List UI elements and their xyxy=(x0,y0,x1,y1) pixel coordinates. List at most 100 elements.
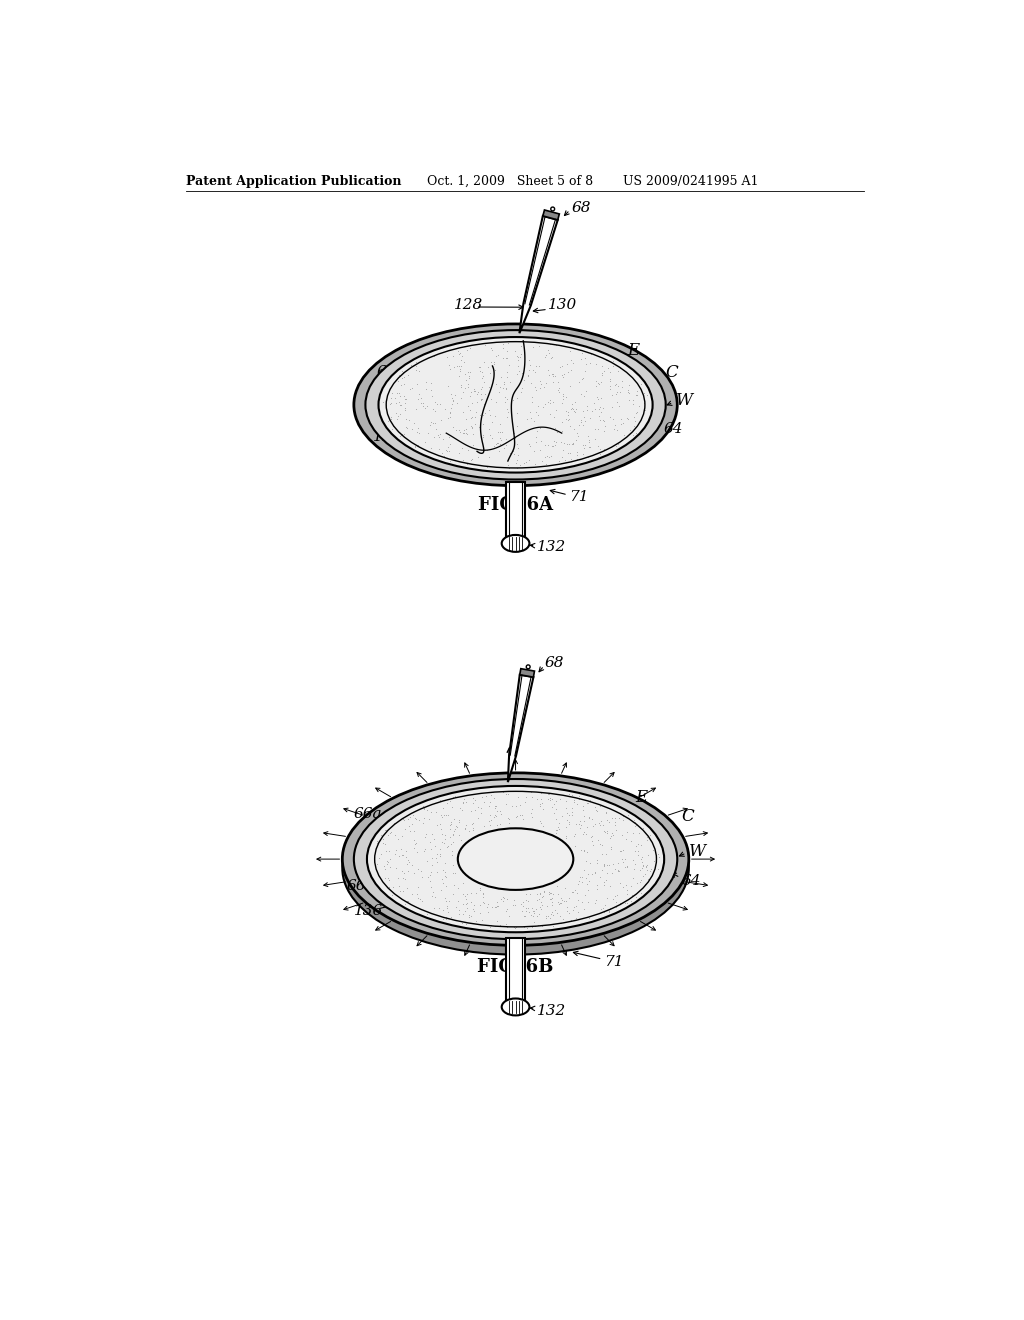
Text: 128: 128 xyxy=(527,807,556,820)
Point xyxy=(437,865,454,886)
Point xyxy=(464,417,480,438)
Point xyxy=(498,783,514,804)
Point xyxy=(607,812,624,833)
Point xyxy=(541,343,557,364)
Point xyxy=(411,360,427,381)
Point xyxy=(635,820,651,841)
Point xyxy=(561,341,578,362)
Text: 64: 64 xyxy=(373,391,392,404)
Point xyxy=(650,846,667,867)
Point xyxy=(571,813,588,834)
Point xyxy=(581,425,597,446)
Polygon shape xyxy=(519,216,558,333)
Point xyxy=(559,354,575,375)
Point xyxy=(543,888,559,909)
Point xyxy=(509,364,525,385)
Point xyxy=(521,350,538,371)
Point xyxy=(618,892,635,913)
Point xyxy=(596,871,612,892)
Point xyxy=(510,437,526,458)
Point xyxy=(403,854,420,875)
Point xyxy=(561,784,578,805)
Point xyxy=(574,401,591,422)
Point xyxy=(415,812,431,833)
Point xyxy=(545,913,561,935)
Point xyxy=(433,818,450,840)
Point xyxy=(408,832,424,853)
Point xyxy=(586,392,602,413)
Point xyxy=(542,392,558,413)
Point xyxy=(478,785,495,807)
Point xyxy=(377,867,393,888)
Point xyxy=(454,346,470,367)
Point xyxy=(481,916,498,937)
Point xyxy=(531,896,548,917)
Point xyxy=(581,870,597,891)
Point xyxy=(587,399,603,420)
Point xyxy=(529,396,546,417)
Point xyxy=(527,379,544,400)
Point xyxy=(507,341,523,362)
Point xyxy=(616,424,633,445)
Point xyxy=(506,916,522,937)
Point xyxy=(585,834,601,855)
Point xyxy=(548,335,564,356)
Point xyxy=(545,904,561,925)
Point xyxy=(472,878,488,899)
Point xyxy=(636,392,652,413)
Point xyxy=(403,883,420,904)
Point xyxy=(369,854,385,875)
Point xyxy=(438,440,455,461)
Point xyxy=(403,813,420,834)
Point xyxy=(560,434,577,455)
Point xyxy=(423,876,439,898)
Point xyxy=(499,388,515,409)
Point xyxy=(515,808,531,829)
Point xyxy=(542,788,558,809)
Point xyxy=(450,878,466,899)
Point xyxy=(517,792,534,813)
Point xyxy=(593,898,609,919)
Point xyxy=(548,791,564,812)
Point xyxy=(409,883,425,904)
Point xyxy=(377,834,393,855)
Point xyxy=(589,387,605,408)
Point xyxy=(582,908,598,929)
Point xyxy=(610,433,627,454)
Point xyxy=(536,882,552,903)
Point xyxy=(472,894,488,915)
Point xyxy=(442,403,459,424)
Point xyxy=(501,457,517,478)
Point xyxy=(460,374,476,395)
Point xyxy=(508,805,524,826)
Point xyxy=(559,404,575,425)
Text: 71: 71 xyxy=(569,490,589,504)
Point xyxy=(380,825,396,846)
Ellipse shape xyxy=(366,330,666,479)
Point xyxy=(444,862,461,883)
Point xyxy=(545,436,561,457)
Point xyxy=(381,876,397,898)
Point xyxy=(588,354,604,375)
Point xyxy=(579,850,595,871)
Point xyxy=(558,803,574,824)
Point xyxy=(492,433,508,454)
Point xyxy=(499,362,515,383)
Point xyxy=(460,898,476,919)
Point xyxy=(508,416,524,437)
Point xyxy=(431,789,447,810)
Point xyxy=(484,896,501,917)
Point xyxy=(455,422,471,444)
Point xyxy=(496,374,512,395)
Point xyxy=(512,795,528,816)
Point xyxy=(612,413,629,434)
Point xyxy=(618,855,635,876)
Point xyxy=(440,437,457,458)
Point xyxy=(418,824,434,845)
Point xyxy=(639,855,655,876)
Point xyxy=(532,810,549,832)
Point xyxy=(523,408,540,429)
Point xyxy=(596,420,612,441)
Point xyxy=(550,379,566,400)
Point xyxy=(612,381,629,403)
